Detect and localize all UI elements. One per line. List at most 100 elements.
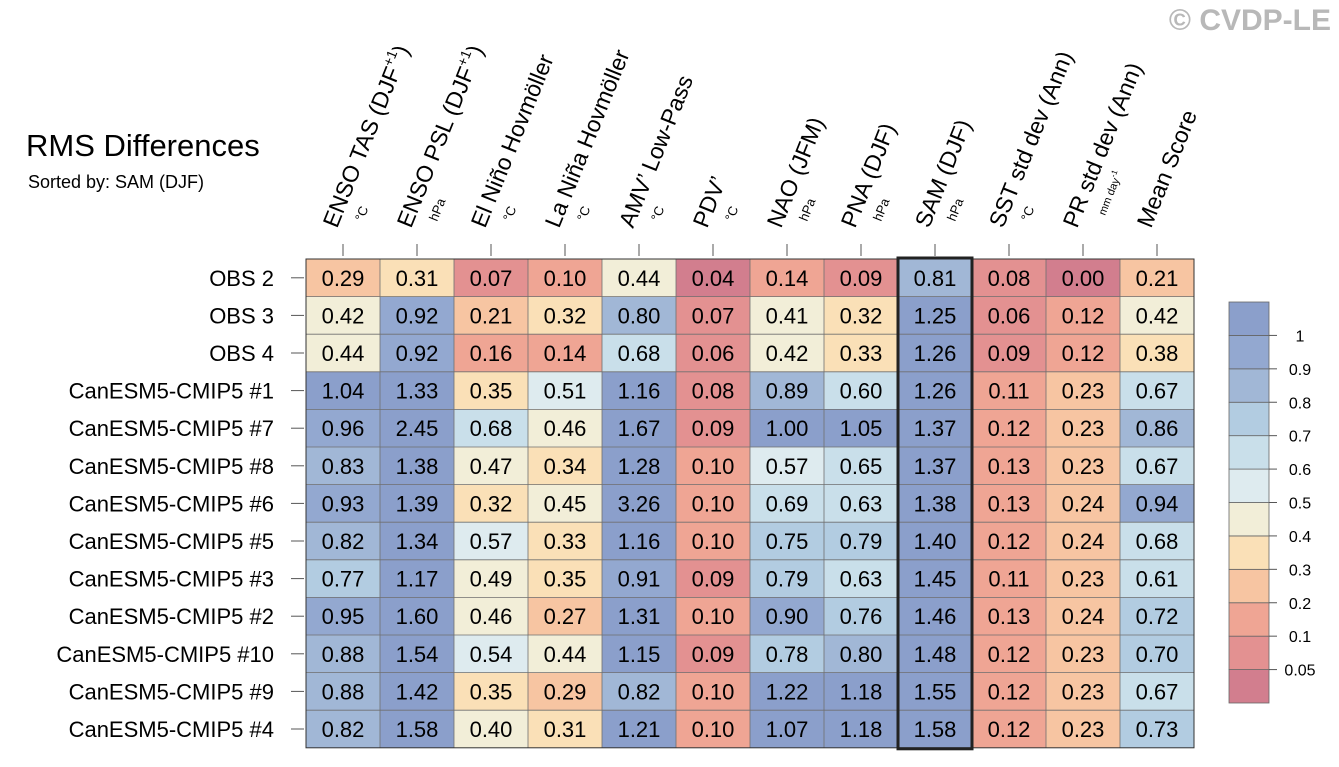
cell-value-label: 0.57: [470, 529, 513, 554]
heatmap-cell: [380, 447, 454, 485]
cell-value-label: 1.39: [396, 491, 439, 516]
row-label: CanESM5-CMIP5 #4: [69, 717, 274, 742]
cell-value-label: 0.24: [1062, 529, 1105, 554]
cell-value-label: 0.91: [618, 567, 661, 592]
cell-value-label: 0.75: [766, 529, 809, 554]
heatmap-cell: [454, 635, 528, 673]
cell-value-label: 0.92: [396, 341, 439, 366]
heatmap-cell: [380, 559, 454, 598]
cell-value-label: 1.46: [914, 604, 957, 629]
cell-value-label: 0.12: [1062, 303, 1105, 328]
heatmap-cell: [824, 447, 898, 485]
cell-value-label: 0.79: [766, 567, 809, 592]
colorbar-swatch: [1228, 602, 1270, 637]
chart-title: RMS Differences: [26, 128, 260, 163]
cell-value-label: 0.73: [1136, 717, 1179, 742]
heatmap-cell: [824, 597, 898, 635]
cell-value-label: 1.38: [396, 454, 439, 479]
cell-value-label: 1.31: [618, 604, 661, 629]
column-unit: °C: [352, 204, 371, 223]
heatmap-cell: [1120, 371, 1194, 410]
chart-subtitle: Sorted by: SAM (DJF): [28, 172, 205, 192]
cell-value-label: 0.00: [1062, 266, 1105, 291]
heatmap-cell: [1046, 597, 1120, 635]
column-unit: hPa: [870, 195, 893, 223]
heatmap-cell: [898, 296, 972, 335]
row-label: OBS 2: [209, 266, 274, 291]
row-label: CanESM5-CMIP5 #6: [69, 491, 274, 516]
cell-value-label: 0.51: [544, 379, 587, 404]
cell-value-label: 1.54: [396, 642, 439, 667]
cell-value-label: 0.67: [1136, 679, 1179, 704]
heatmap-cell: [676, 484, 750, 523]
cell-value-label: 0.23: [1062, 379, 1105, 404]
cell-value-label: 1.34: [396, 529, 439, 554]
heatmap-cell: [1046, 334, 1120, 372]
heatmap-cell: [306, 597, 380, 635]
heatmap-cell: [1120, 296, 1194, 335]
heatmap-cell: [602, 334, 676, 372]
heatmap-cell: [824, 559, 898, 598]
column-header: PNA (DJF): [836, 119, 901, 231]
cell-value-label: 1.37: [914, 454, 957, 479]
cell-value-label: 0.12: [988, 717, 1031, 742]
heatmap-cell: [898, 371, 972, 410]
cell-value-label: 1.58: [396, 717, 439, 742]
heatmap-cell: [1120, 597, 1194, 635]
column-header: Mean Score: [1132, 106, 1203, 231]
heatmap-cell: [1046, 710, 1120, 748]
heatmap-cell: [898, 334, 972, 372]
cell-value-label: 0.29: [322, 266, 365, 291]
cell-value-label: 0.06: [692, 341, 735, 366]
cell-value-label: 0.09: [692, 642, 735, 667]
cell-value-label: 1.25: [914, 303, 957, 328]
cell-value-label: 0.10: [692, 679, 735, 704]
cell-value-label: 0.82: [618, 679, 661, 704]
column-unit: °C: [722, 204, 741, 223]
cell-value-label: 0.83: [322, 454, 365, 479]
heatmap-cell: [824, 259, 898, 297]
cell-value-label: 0.65: [840, 454, 883, 479]
heatmap-cell: [380, 484, 454, 523]
heatmap-cell: [306, 484, 380, 523]
cell-value-label: 0.10: [692, 454, 735, 479]
heatmap-cell: [898, 409, 972, 447]
cell-value-label: 0.57: [766, 454, 809, 479]
heatmap-cell: [972, 371, 1046, 410]
heatmap-cell: [898, 447, 972, 485]
heatmap-cell: [602, 522, 676, 560]
heatmap-cell: [454, 409, 528, 447]
heatmap-cell: [602, 259, 676, 297]
row-labels: OBS 2 OBS 3 OBS 4 CanESM5-CMIP5 #1 CanESM5-C…: [56, 266, 304, 742]
cell-value-label: 0.95: [322, 604, 365, 629]
cell-value-label: 1.33: [396, 379, 439, 404]
heatmap-cell: [528, 259, 602, 297]
cell-value-label: 0.09: [692, 416, 735, 441]
heatmap-cell: [454, 710, 528, 748]
cell-value-label: 0.54: [470, 642, 513, 667]
cell-value-label: 0.10: [544, 266, 587, 291]
cell-value-label: 1.15: [618, 642, 661, 667]
heatmap-cell: [528, 296, 602, 335]
heatmap-cell: [1046, 559, 1120, 598]
cell-value-label: 0.81: [914, 266, 957, 291]
heatmap-cell: [380, 296, 454, 335]
heatmap-cell: [1046, 296, 1120, 335]
cell-value-label: 0.44: [544, 642, 587, 667]
cell-value-label: 1.37: [914, 416, 957, 441]
cell-value-label: 0.32: [840, 303, 883, 328]
cell-value-label: 1.04: [322, 379, 365, 404]
cell-value-label: 1.28: [618, 454, 661, 479]
heatmap-cell: [1046, 635, 1120, 673]
heatmap-cell: [972, 710, 1046, 748]
cell-value-label: 0.42: [322, 303, 365, 328]
heatmap-cell: [898, 484, 972, 523]
heatmap-cell: [306, 672, 380, 711]
heatmap-cell: [676, 334, 750, 372]
heatmap-cell: [972, 259, 1046, 297]
heatmap-cell: [750, 522, 824, 560]
cell-value-label: 0.34: [544, 454, 587, 479]
cell-value-label: 0.92: [396, 303, 439, 328]
cell-value-label: 0.35: [470, 679, 513, 704]
heatmap-cell: [454, 559, 528, 598]
